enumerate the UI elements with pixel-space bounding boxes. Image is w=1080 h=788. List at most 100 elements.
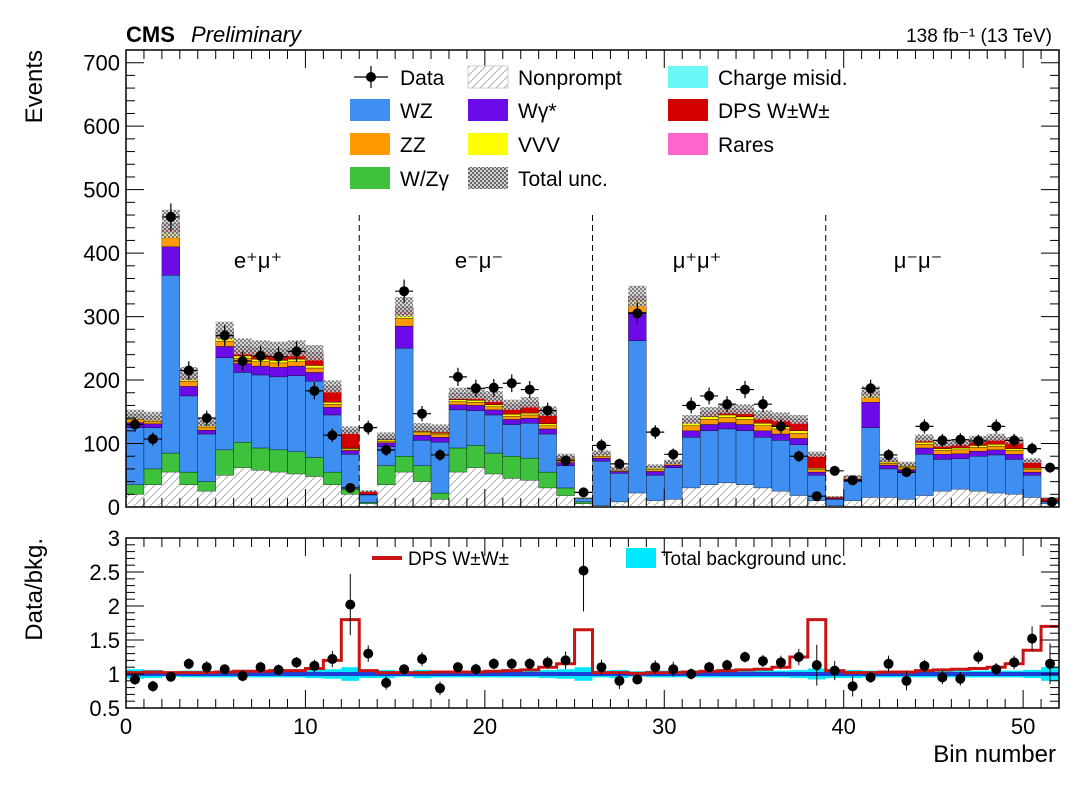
stack-bar-nonprompt [233,467,252,507]
stack-bar-wz [466,410,486,446]
stack-bar-wz [717,428,737,484]
stack-bar-wz [879,468,898,498]
y-tick-label: 100 [83,432,120,457]
data-point [973,435,984,446]
stack-bar-vvv [646,468,665,470]
stack-bar-zz [951,449,970,454]
stack-bar-nonprompt [915,495,934,507]
unc-box [987,433,1006,441]
stack-bar-wgammastar [1004,454,1024,460]
stack-bar-wgammastar [646,471,665,476]
stack-bar-wgammastar [466,405,486,411]
y-tick-label: 400 [83,241,120,266]
stack-bar-wz [682,437,701,489]
y-tick-label: 500 [83,178,120,203]
unc-box [395,297,414,318]
stack-bar-nonprompt [305,476,324,507]
stack-bar-wgammastar [520,417,539,424]
ratio-point [560,655,571,666]
stack-bar-wzgamma [251,447,270,471]
data-point [129,419,140,430]
cms-label: CMS [126,22,175,47]
stack-bar-wgammastar [664,464,683,468]
ratio-point [183,658,194,669]
ratio-point [937,672,948,683]
stack-bar-wgammastar [179,386,198,397]
ratio-point [829,665,840,676]
data-point [452,371,463,382]
stack-bar-zz [305,367,324,373]
legend-swatch-vvv [468,133,508,155]
stack-bar-wgammastar [753,430,773,438]
unc-box [682,415,701,424]
legend-unc-swatch [626,548,656,568]
ratio-point [506,658,517,669]
ratio-point [650,662,661,673]
ratio-point [793,652,804,662]
stack-bar-nonprompt [466,467,485,507]
legend-label: Total unc. [518,168,608,191]
stack-bar-vvv [520,412,539,416]
data-point [470,383,481,394]
stack-bar-nonprompt [753,487,772,507]
channel-labels: e⁺μ⁺ e⁻μ⁻ μ⁺μ⁺ μ⁻μ⁻ [234,248,942,273]
stack-bar-wgammastar [807,471,826,476]
y-tick-label: 1 [108,662,120,687]
data-point [1046,496,1057,507]
data-point [147,434,158,445]
stack-bar-wz [448,409,468,449]
ratio-point [1045,658,1056,669]
legend-label: DPS W±W± [718,100,830,123]
data-point [255,350,266,361]
unc-box [448,387,467,400]
stack-bar-nonprompt [448,472,467,507]
stack-bar-dps [807,455,826,469]
stack-bar-wzgamma [287,451,306,475]
stack-bar-wz [915,454,934,496]
stack-bar-wzgamma [269,449,288,473]
stack-bar-zz [969,447,988,452]
plot-frame [125,537,1060,709]
legend-label: Charge misid. [718,67,848,90]
channel-label: e⁺μ⁺ [234,248,282,273]
ratio-point [740,652,751,662]
channel-label: e⁻μ⁻ [455,248,503,273]
ratio-point [614,675,625,686]
stack-bar-wz [574,498,593,503]
stack-bar-vvv [1022,468,1042,470]
y-tick-label: 0 [108,495,120,520]
stack-bar-dps [341,431,360,449]
stack-bar-wz [484,414,503,454]
legend-label: Data [400,67,445,90]
legend-label: ZZ [400,134,426,157]
data-point [829,465,840,476]
total-uncertainty-band [126,209,1059,499]
data-point [363,422,374,433]
data-point [847,475,858,486]
data-point [793,451,804,462]
ratio-point [129,674,140,685]
ratio-point [255,662,266,673]
stack-bar-zz [753,425,773,432]
bottom-frame: 0.511.522.530 10 20 30 40 50 [89,526,1060,739]
ratio-point [919,660,930,671]
stack-bar-nonprompt [538,487,557,507]
x-tick-label: 0 [120,714,132,739]
data-point [434,449,445,460]
ratio-legend: DPS W±W± Total background unc. [372,548,847,570]
stack-bar-nonprompt [215,475,234,507]
unc-box [1023,458,1042,463]
stack-bar-zz [699,419,719,425]
stack-bar-wzgamma [412,465,432,482]
stack-bar-nonprompt [700,484,719,507]
stack-bar-wz [664,467,683,500]
stack-bar-wz [771,440,791,492]
y-tick-label: 2 [108,594,120,619]
preliminary-label: Preliminary [191,22,303,47]
stack-bar-zz [287,361,306,367]
data-point [1009,435,1020,446]
stack-bar-vvv [538,423,557,426]
data-point [937,435,948,446]
stack-bar-vvv [502,414,521,417]
unc-box [664,459,683,465]
